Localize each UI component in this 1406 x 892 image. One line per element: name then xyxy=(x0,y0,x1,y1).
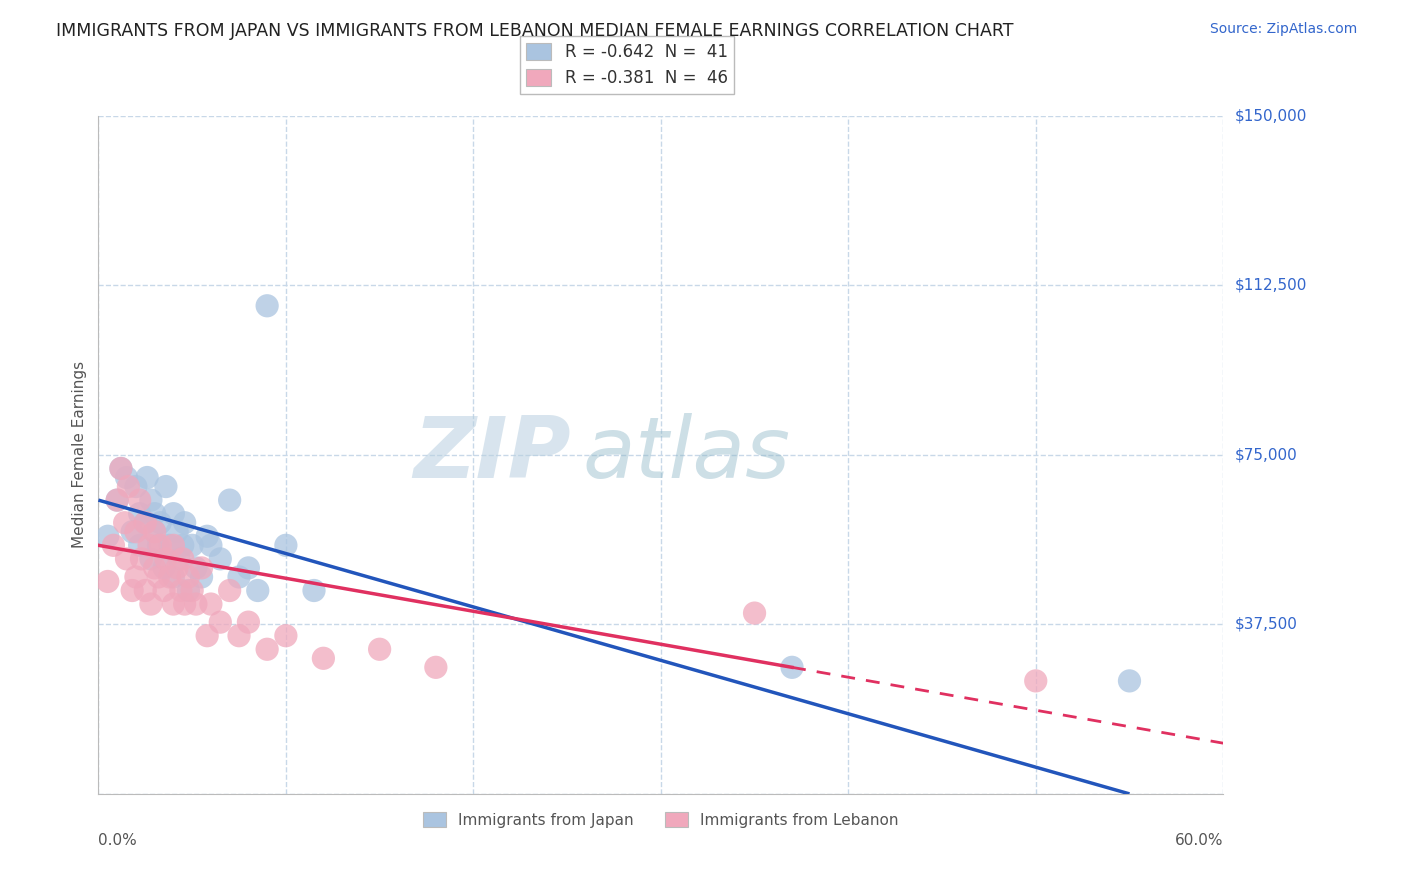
Point xyxy=(1025,673,1047,688)
Point xyxy=(134,516,156,530)
Point xyxy=(149,516,172,530)
Point xyxy=(97,529,120,543)
Point xyxy=(148,538,170,552)
Point xyxy=(155,479,177,493)
Point xyxy=(302,583,325,598)
Point xyxy=(128,493,150,508)
Text: $75,000: $75,000 xyxy=(1234,448,1298,462)
Point xyxy=(143,561,166,575)
Point xyxy=(125,479,148,493)
Point xyxy=(238,561,260,575)
Point xyxy=(195,629,218,643)
Point xyxy=(149,538,172,552)
Point xyxy=(138,538,160,552)
Text: $150,000: $150,000 xyxy=(1234,109,1306,123)
Point xyxy=(184,561,207,575)
Point xyxy=(425,660,447,674)
Point xyxy=(143,524,166,539)
Point xyxy=(200,597,222,611)
Point xyxy=(115,552,138,566)
Point xyxy=(167,552,190,566)
Point xyxy=(181,538,204,552)
Point xyxy=(274,538,297,552)
Text: $112,500: $112,500 xyxy=(1234,278,1306,293)
Text: Source: ZipAtlas.com: Source: ZipAtlas.com xyxy=(1209,22,1357,37)
Point xyxy=(166,524,188,539)
Point xyxy=(148,570,170,584)
Point xyxy=(170,583,193,598)
Point xyxy=(115,470,138,484)
Point xyxy=(143,524,166,539)
Point xyxy=(173,597,195,611)
Text: atlas: atlas xyxy=(582,413,790,497)
Point xyxy=(162,570,184,584)
Point xyxy=(131,552,153,566)
Point xyxy=(368,642,391,657)
Point xyxy=(125,570,148,584)
Point xyxy=(177,570,200,584)
Point xyxy=(177,583,200,598)
Y-axis label: Median Female Earnings: Median Female Earnings xyxy=(72,361,87,549)
Point xyxy=(153,561,176,575)
Point xyxy=(162,597,184,611)
Point xyxy=(162,538,184,552)
Legend: Immigrants from Japan, Immigrants from Lebanon: Immigrants from Japan, Immigrants from L… xyxy=(418,805,904,834)
Point xyxy=(780,660,803,674)
Point xyxy=(200,538,222,552)
Point xyxy=(128,538,150,552)
Point xyxy=(190,570,212,584)
Point xyxy=(172,552,194,566)
Point xyxy=(312,651,335,665)
Point xyxy=(134,583,156,598)
Point xyxy=(238,615,260,629)
Point xyxy=(153,583,176,598)
Point xyxy=(172,538,194,552)
Point xyxy=(139,493,162,508)
Point xyxy=(110,461,132,475)
Point xyxy=(139,552,162,566)
Point xyxy=(1118,673,1140,688)
Text: IMMIGRANTS FROM JAPAN VS IMMIGRANTS FROM LEBANON MEDIAN FEMALE EARNINGS CORRELAT: IMMIGRANTS FROM JAPAN VS IMMIGRANTS FROM… xyxy=(56,22,1014,40)
Point xyxy=(162,507,184,521)
Point xyxy=(121,583,143,598)
Point xyxy=(139,597,162,611)
Text: 60.0%: 60.0% xyxy=(1175,833,1223,847)
Text: 0.0%: 0.0% xyxy=(98,833,138,847)
Point xyxy=(117,479,139,493)
Point xyxy=(166,561,188,575)
Point xyxy=(190,561,212,575)
Point xyxy=(184,597,207,611)
Point xyxy=(105,493,128,508)
Text: ZIP: ZIP xyxy=(413,413,571,497)
Point xyxy=(105,493,128,508)
Point xyxy=(143,507,166,521)
Point xyxy=(110,461,132,475)
Point xyxy=(103,538,125,552)
Point xyxy=(744,606,766,620)
Point xyxy=(128,507,150,521)
Point xyxy=(218,493,240,508)
Point xyxy=(228,570,250,584)
Point xyxy=(195,529,218,543)
Point xyxy=(256,642,278,657)
Point xyxy=(173,516,195,530)
Point xyxy=(274,629,297,643)
Point xyxy=(159,538,181,552)
Point xyxy=(159,570,181,584)
Point xyxy=(228,629,250,643)
Text: $37,500: $37,500 xyxy=(1234,617,1298,632)
Point xyxy=(209,615,232,629)
Point xyxy=(114,516,136,530)
Point xyxy=(256,299,278,313)
Point xyxy=(136,470,159,484)
Point xyxy=(97,574,120,589)
Point xyxy=(218,583,240,598)
Point xyxy=(134,516,156,530)
Point xyxy=(125,524,148,539)
Point xyxy=(121,524,143,539)
Point xyxy=(209,552,232,566)
Point xyxy=(246,583,269,598)
Point xyxy=(181,583,204,598)
Point xyxy=(155,552,177,566)
